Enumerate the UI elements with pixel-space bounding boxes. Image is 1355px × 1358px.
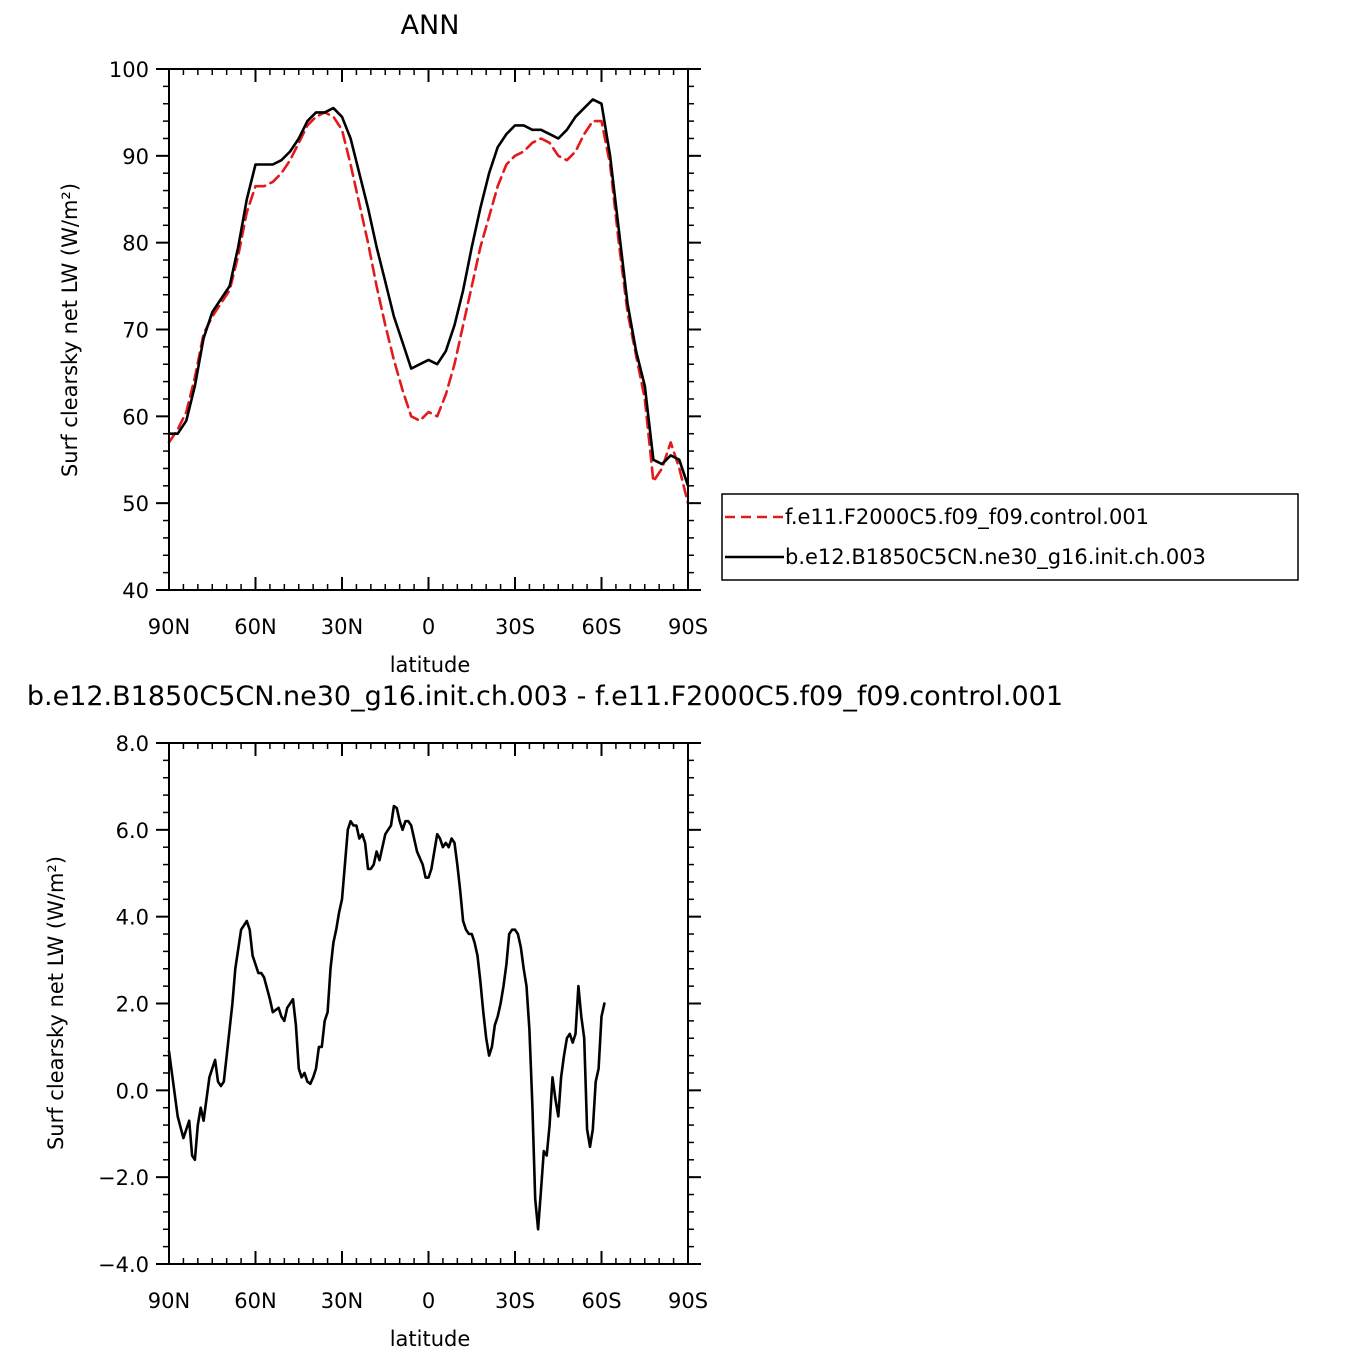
y-tick-label: 40	[122, 579, 149, 603]
series-line	[167, 804, 606, 1231]
y-tick-label: 80	[122, 232, 149, 256]
top-chart-title: ANN	[401, 10, 460, 41]
y-tick-label: 6.0	[116, 819, 149, 843]
x-tick-label: 60N	[234, 1289, 276, 1313]
series-line	[167, 111, 690, 505]
x-tick-label: 0	[422, 1289, 435, 1313]
x-tick-label: 90N	[148, 1289, 190, 1313]
y-tick-label: 0.0	[116, 1079, 149, 1103]
y-tick-label: 4.0	[116, 906, 149, 930]
top-plot-frame	[168, 68, 689, 591]
legend-label-init: b.e12.B1850C5CN.ne30_g16.init.ch.003	[785, 545, 1206, 570]
bottom-plot-frame	[168, 742, 689, 1265]
y-tick-label: 2.0	[116, 993, 149, 1017]
x-tick-label: 30N	[321, 1289, 363, 1313]
top-tick-labels: 90N 60N 30N 0 30S 60S 90S 100 90 80 70 60 50 40	[109, 58, 708, 639]
x-tick-label: 60S	[581, 615, 621, 639]
top-axis-ticks	[156, 68, 701, 591]
series-line	[167, 98, 690, 488]
y-tick-label: −2.0	[98, 1166, 149, 1190]
x-tick-label: 60N	[234, 615, 276, 639]
bottom-axis-ticks	[156, 742, 701, 1265]
y-tick-label: 60	[122, 405, 149, 429]
top-y-axis-label: Surf clearsky net LW (W/m²)	[58, 183, 82, 477]
bottom-tick-labels: 90N 60N 30N 0 30S 60S 90S 8.0 6.0 4.0 2.0 0.0 −2.0 −4…	[98, 732, 708, 1313]
legend-label-control: f.e11.F2000C5.f09_f09.control.001	[785, 505, 1149, 530]
top-plot-series	[167, 98, 690, 505]
x-tick-label: 90S	[668, 1289, 708, 1313]
bottom-chart-title: b.e12.B1850C5CN.ne30_g16.init.ch.003 - f…	[27, 681, 1063, 712]
x-tick-label: 60S	[581, 1289, 621, 1313]
bottom-y-axis-label: Surf clearsky net LW (W/m²)	[44, 856, 68, 1150]
x-tick-label: 30S	[495, 615, 535, 639]
y-tick-label: 50	[122, 492, 149, 516]
bottom-x-axis-label: latitude	[390, 1327, 471, 1351]
x-tick-label: 30S	[495, 1289, 535, 1313]
y-tick-label: 90	[122, 145, 149, 169]
y-tick-label: 8.0	[116, 732, 149, 756]
x-tick-label: 90N	[148, 615, 190, 639]
bottom-plot-series	[167, 804, 606, 1231]
x-tick-label: 30N	[321, 615, 363, 639]
legend-box	[721, 493, 1299, 581]
y-tick-label: 70	[122, 319, 149, 343]
x-tick-label: 90S	[668, 615, 708, 639]
x-tick-label: 0	[422, 615, 435, 639]
top-x-axis-label: latitude	[390, 653, 471, 677]
bottom-panel: b.e12.B1850C5CN.ne30_g16.init.ch.003 - f…	[27, 681, 1063, 1351]
y-tick-label: 100	[109, 58, 149, 82]
legend: f.e11.F2000C5.f09_f09.control.001 b.e12.…	[721, 493, 1299, 581]
y-tick-label: −4.0	[98, 1253, 149, 1277]
top-panel: ANN latitude Surf clearsky net LW (W/m²)…	[58, 10, 708, 677]
